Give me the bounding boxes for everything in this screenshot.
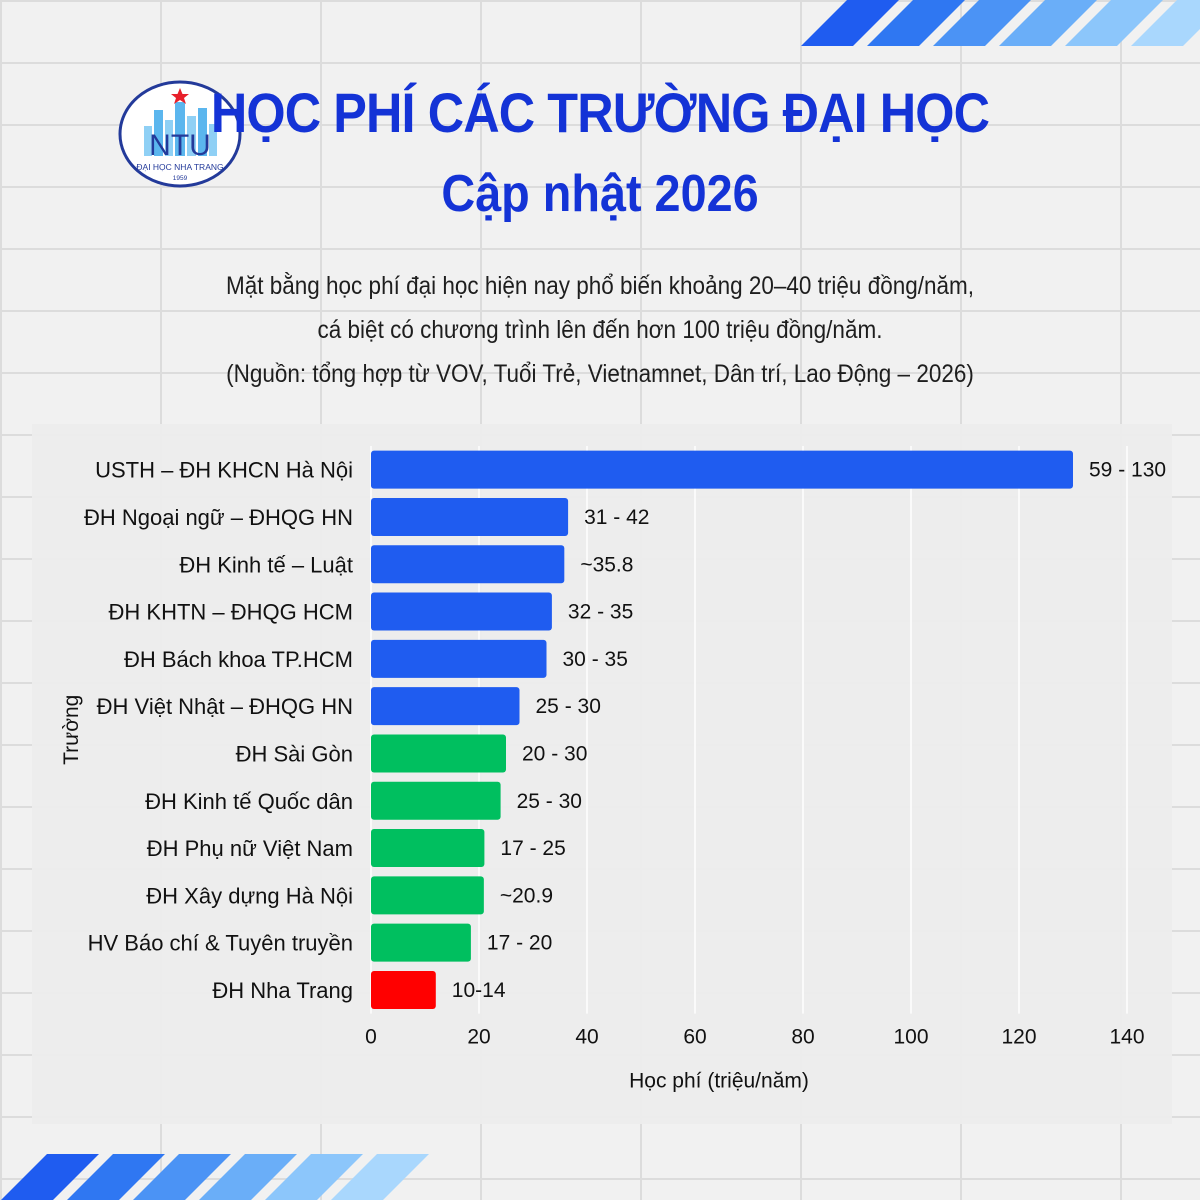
category-label: ĐH KHTN – ĐHQG HCM [109, 600, 353, 625]
grid-lines [370, 446, 1128, 1014]
x-tick-label: 60 [683, 1026, 706, 1049]
value-label: 25 - 30 [536, 695, 601, 718]
category-label: ĐH Phụ nữ Việt Nam [147, 836, 353, 861]
x-tick-label: 100 [893, 1026, 928, 1049]
category-label: ĐH Kinh tế Quốc dân [145, 789, 353, 814]
value-label: 30 - 35 [563, 648, 628, 671]
bar [371, 876, 484, 915]
value-label: 17 - 20 [487, 932, 552, 955]
value-label: 17 - 25 [500, 837, 565, 860]
x-axis-title: Học phí (triệu/năm) [629, 1070, 809, 1093]
description-line-2: cá biệt có chương trình lên đến hơn 100 … [317, 316, 883, 344]
category-label: ĐH Sài Gòn [236, 741, 353, 766]
bar [371, 781, 501, 820]
value-labels: 59 - 130 31 - 42 ~35.8 32 - 35 30 - 35 25 - 3… [452, 459, 1166, 1002]
value-label: ~35.8 [580, 553, 633, 576]
ntu-logo: NTU ĐẠI HỌC NHA TRANG 1959 [118, 80, 242, 188]
x-tick-label: 0 [365, 1026, 377, 1049]
category-label: ĐH Nha Trang [212, 978, 353, 1003]
bar [371, 829, 485, 868]
description-line-1: Mặt bằng học phí đại học hiện nay phổ bi… [225, 272, 975, 300]
chart-panel [32, 424, 1172, 1124]
description-line-3: (Nguồn: tổng hợp từ VOV, Tuổi Trẻ, Vietn… [226, 360, 974, 388]
bars [371, 450, 1073, 1009]
x-tick-label: 120 [1001, 1026, 1036, 1049]
logo-text: NTU [149, 129, 211, 162]
logo-year: 1959 [173, 175, 188, 182]
x-tick-label: 20 [467, 1026, 490, 1049]
page-title: HỌC PHÍ CÁC TRƯỜNG ĐẠI HỌC [210, 81, 990, 144]
bar [371, 970, 436, 1009]
x-tick-labels: 0 20 40 60 80 100 120 140 [365, 1026, 1144, 1049]
bar [371, 497, 569, 536]
bar [371, 545, 565, 584]
value-label: 32 - 35 [568, 601, 633, 624]
bar [371, 734, 506, 773]
category-label: HV Báo chí & Tuyên truyền [88, 931, 353, 956]
bar [371, 687, 520, 726]
x-tick-label: 40 [575, 1026, 598, 1049]
value-label: 10-14 [452, 979, 506, 1002]
category-label: ĐH Ngoại ngữ – ĐHQG HN [84, 505, 353, 530]
bar-chart: USTH – ĐH KHCN Hà Nội ĐH Ngoại ngữ – ĐHQG… [60, 446, 1166, 1093]
bar [371, 592, 552, 631]
value-label: 31 - 42 [584, 506, 649, 529]
bar [371, 639, 547, 678]
y-axis-title: Trường [60, 695, 83, 765]
value-label: 25 - 30 [517, 790, 582, 813]
category-label: ĐH Việt Nhật – ĐHQG HN [97, 694, 353, 719]
logo-caption: ĐẠI HỌC NHA TRANG [136, 162, 223, 172]
bar [371, 450, 1073, 489]
category-labels: USTH – ĐH KHCN Hà Nội ĐH Ngoại ngữ – ĐHQG… [84, 458, 353, 1003]
x-tick-label: 140 [1109, 1026, 1144, 1049]
category-label: USTH – ĐH KHCN Hà Nội [95, 458, 353, 483]
value-label: ~20.9 [500, 884, 553, 907]
value-label: 59 - 130 [1089, 459, 1166, 482]
bar [371, 923, 471, 962]
page-subtitle: Cập nhật 2026 [441, 165, 759, 223]
category-label: ĐH Kinh tế – Luật [179, 552, 353, 577]
value-label: 20 - 30 [522, 742, 587, 765]
x-tick-label: 80 [791, 1026, 814, 1049]
category-label: ĐH Bách khoa TP.HCM [124, 647, 353, 672]
description: Mặt bằng học phí đại học hiện nay phổ bi… [60, 264, 1140, 396]
category-label: ĐH Xây dựng Hà Nội [146, 883, 353, 908]
